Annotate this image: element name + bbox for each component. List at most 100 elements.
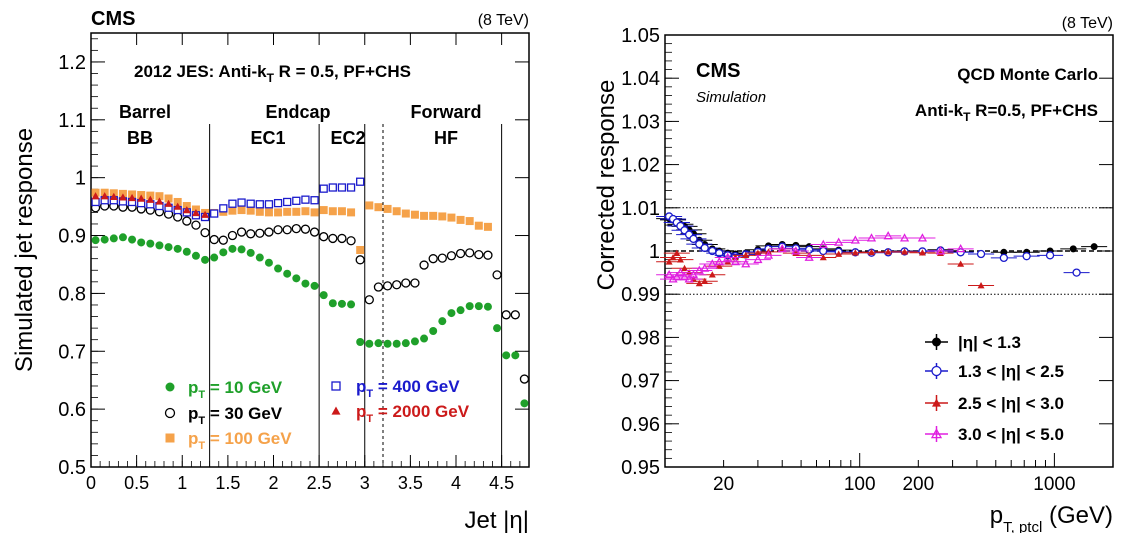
region-bb-label: BB bbox=[127, 128, 153, 148]
data-point-3-0-5-0 bbox=[956, 244, 966, 253]
left-y-axis-label: Simulated jet response bbox=[11, 128, 38, 372]
data-point-p-t-30-gev bbox=[474, 249, 484, 260]
data-point-p-t-100-gev bbox=[420, 211, 429, 220]
data-point-2-5-3-0 bbox=[754, 249, 762, 256]
data-point-3-0-5-0 bbox=[753, 254, 763, 264]
data-point-p-t-400-gev bbox=[255, 200, 264, 209]
right-y-tick-label: 0.96 bbox=[621, 414, 660, 436]
data-point-3-0-5-0 bbox=[700, 263, 710, 272]
data-point-p-t-400-gev bbox=[346, 183, 356, 192]
left-y-tick-label: 0.8 bbox=[58, 283, 86, 305]
data-point-p-t-100-gev bbox=[356, 246, 365, 254]
data-point-p-t-10-gev bbox=[219, 248, 228, 257]
data-point-p-t-30-gev bbox=[291, 223, 301, 234]
data-point-p-t-10-gev bbox=[164, 243, 173, 252]
data-point-1-3-2-5 bbox=[1022, 252, 1031, 261]
left-region-boundaries bbox=[209, 124, 503, 467]
legend-label-2-5-3-0: 2.5 < |η| < 3.0 bbox=[958, 394, 1064, 413]
left-chart: 0 0.5 1 1.5 2 2.5 3 3.5 4 4.50.50.60.70.80.911.11… bbox=[11, 8, 530, 533]
right-cms-label: CMS bbox=[696, 60, 740, 82]
legend-label-p-t-400-gev: pT = 400 GeV bbox=[356, 377, 460, 400]
data-point-p-t-10-gev bbox=[319, 291, 328, 300]
series-p-t-10-gev bbox=[91, 233, 529, 408]
data-point-p-t-30-gev bbox=[319, 232, 329, 242]
right-y-tick-label: 1.05 bbox=[621, 25, 660, 47]
data-point-p-t-10-gev bbox=[210, 253, 219, 262]
legend-label-1-3-2-5: 1.3 < |η| < 2.5 bbox=[958, 362, 1064, 381]
data-point-p-t-100-gev bbox=[429, 211, 438, 220]
data-point-p-t-100-gev bbox=[383, 204, 392, 213]
series-3-0-5-0 bbox=[656, 231, 974, 283]
data-point-p-t-10-gev bbox=[228, 244, 237, 253]
right-y-tick-label: 1 bbox=[649, 241, 660, 263]
left-x-tick-label: 2.5 bbox=[307, 473, 332, 493]
left-y-tick-label: 0.9 bbox=[58, 226, 86, 248]
data-point-p-t-30-gev bbox=[355, 255, 365, 265]
data-point-p-t-10-gev bbox=[356, 338, 365, 347]
data-point-p-t-400-gev bbox=[319, 184, 328, 193]
data-point-p-t-10-gev bbox=[182, 247, 191, 256]
data-point-2-5-3-0 bbox=[851, 249, 859, 256]
data-point-p-t-10-gev bbox=[128, 235, 137, 244]
right-legend: |η| < 1.3 1.3 < |η| < 2.5 2.5 < |η| < 3.0 3… bbox=[925, 333, 1064, 444]
data-point-p-t-30-gev bbox=[382, 281, 393, 291]
right-x-tick-label: 100 bbox=[844, 474, 876, 495]
data-point-p-t-100-gev bbox=[401, 209, 410, 218]
data-point-p-t-100-gev bbox=[410, 210, 419, 219]
legend-label-p-t-10-gev: pT = 10 GeV bbox=[188, 378, 283, 401]
data-point-p-t-10-gev bbox=[474, 302, 483, 311]
data-point-p-t-400-gev bbox=[283, 197, 292, 207]
data-point-2-5-3-0 bbox=[681, 264, 689, 272]
left-title: 2012 JES: Anti-kT R = 0.5, PF+CHS bbox=[134, 62, 411, 85]
data-point-2-5-3-0 bbox=[708, 271, 716, 278]
data-point-1-3-2-5 bbox=[1045, 251, 1055, 260]
left-x-tick-label: 2 bbox=[268, 473, 278, 493]
data-point-p-t-100-gev bbox=[374, 203, 383, 212]
left-y-tick-label: 1 bbox=[75, 168, 86, 190]
right-qcd-label: QCD Monte Carlo bbox=[957, 65, 1098, 84]
data-point-p-t-2000-gev bbox=[173, 202, 182, 210]
region-forward-label: Forward bbox=[410, 102, 481, 122]
data-point-p-t-100-gev bbox=[155, 192, 164, 201]
data-point-p-t-10-gev bbox=[155, 241, 164, 250]
data-point-p-t-2000-gev bbox=[191, 208, 200, 217]
data-point-2-5-3-0 bbox=[819, 253, 827, 261]
left-data-marks bbox=[90, 177, 530, 408]
data-point-p-t-100-gev bbox=[365, 201, 374, 210]
data-point-p-t-400-gev bbox=[228, 199, 237, 208]
legend-label-1-3: |η| < 1.3 bbox=[958, 333, 1021, 352]
data-point-p-t-100-gev bbox=[283, 207, 292, 216]
data-point-p-t-100-gev bbox=[255, 207, 264, 216]
left-y-tick-label: 0.7 bbox=[58, 341, 86, 363]
data-point-p-t-2000-gev bbox=[164, 199, 173, 207]
data-point-p-t-30-gev bbox=[410, 278, 420, 288]
data-point-p-t-10-gev bbox=[502, 351, 511, 360]
data-point-p-t-400-gev bbox=[292, 196, 301, 205]
data-point-p-t-10-gev bbox=[328, 299, 337, 308]
data-point-p-t-30-gev bbox=[300, 224, 311, 234]
data-point-p-t-30-gev bbox=[191, 220, 201, 230]
right-simulation-label: Simulation bbox=[696, 89, 766, 106]
data-point-p-t-10-gev bbox=[173, 244, 182, 253]
right-y-tick-label: 0.97 bbox=[621, 371, 660, 393]
data-point-p-t-30-gev bbox=[273, 225, 283, 235]
data-point-p-t-30-gev bbox=[373, 282, 384, 292]
data-point-p-t-400-gev bbox=[264, 200, 274, 209]
legend-label-p-t-30-gev: pT = 30 GeV bbox=[188, 404, 283, 427]
data-point-p-t-400-gev bbox=[237, 198, 246, 207]
data-point-p-t-10-gev bbox=[456, 306, 465, 315]
data-point-p-t-2000-gev bbox=[146, 195, 155, 203]
data-point-2-5-3-0 bbox=[669, 253, 677, 261]
data-point-p-t-2000-gev bbox=[109, 192, 118, 200]
right-y-tick-label: 1.01 bbox=[621, 198, 660, 220]
data-point-p-t-10-gev bbox=[301, 279, 310, 288]
data-point-p-t-10-gev bbox=[310, 281, 319, 290]
data-point-p-t-30-gev bbox=[218, 235, 228, 245]
data-point-3-0-5-0 bbox=[935, 246, 946, 255]
data-point-p-t-10-gev bbox=[420, 334, 429, 343]
data-point-p-t-10-gev bbox=[191, 251, 200, 260]
data-point-p-t-30-gev bbox=[492, 270, 502, 280]
right-x-tick-label: 200 bbox=[902, 474, 934, 495]
left-energy-label: (8 TeV) bbox=[478, 12, 529, 29]
